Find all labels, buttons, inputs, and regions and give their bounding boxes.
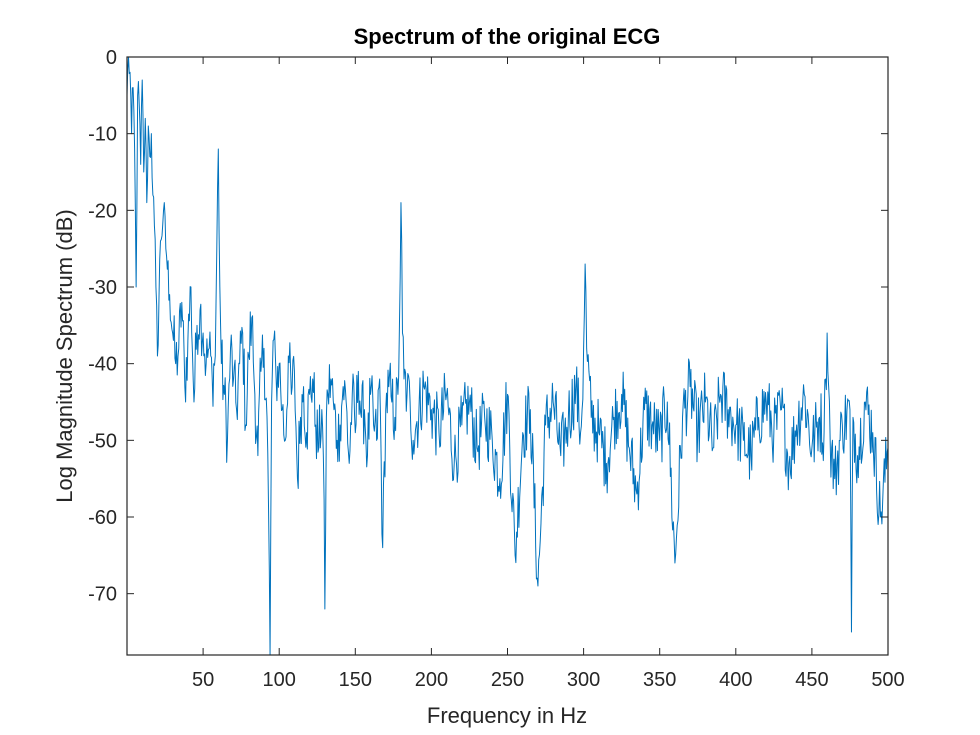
chart-title: Spectrum of the original ECG — [354, 24, 661, 49]
y-axis-ticks: 0 -10 -20 -30 -40 -50 -60 -70 — [88, 47, 888, 606]
y-tick-label: -10 — [88, 124, 117, 146]
spectrum-series-line — [127, 57, 888, 655]
y-tick-label: -60 — [88, 507, 117, 529]
x-axis-label: Frequency in Hz — [427, 703, 587, 728]
axes-frame — [126, 56, 889, 656]
x-tick-label: 400 — [719, 669, 752, 691]
y-tick-label: -40 — [88, 354, 117, 376]
x-tick-label: 100 — [263, 669, 296, 691]
y-tick-label: 0 — [106, 47, 117, 69]
y-tick-label: -50 — [88, 430, 117, 452]
x-tick-label: 500 — [871, 669, 904, 691]
x-axis-ticks: 50 100 150 200 250 300 350 400 450 500 — [192, 57, 905, 691]
axes-background — [127, 57, 888, 655]
x-tick-label: 350 — [643, 669, 676, 691]
x-tick-label: 50 — [192, 669, 214, 691]
plot-area — [127, 57, 888, 655]
x-tick-label: 250 — [491, 669, 524, 691]
y-tick-label: -70 — [88, 584, 117, 606]
y-tick-label: -30 — [88, 277, 117, 299]
y-axis-label: Log Magnitude Spectrum (dB) — [52, 209, 77, 503]
x-tick-label: 300 — [567, 669, 600, 691]
y-tick-label: -20 — [88, 200, 117, 222]
x-tick-label: 150 — [339, 669, 372, 691]
x-tick-label: 200 — [415, 669, 448, 691]
x-tick-label: 450 — [795, 669, 828, 691]
